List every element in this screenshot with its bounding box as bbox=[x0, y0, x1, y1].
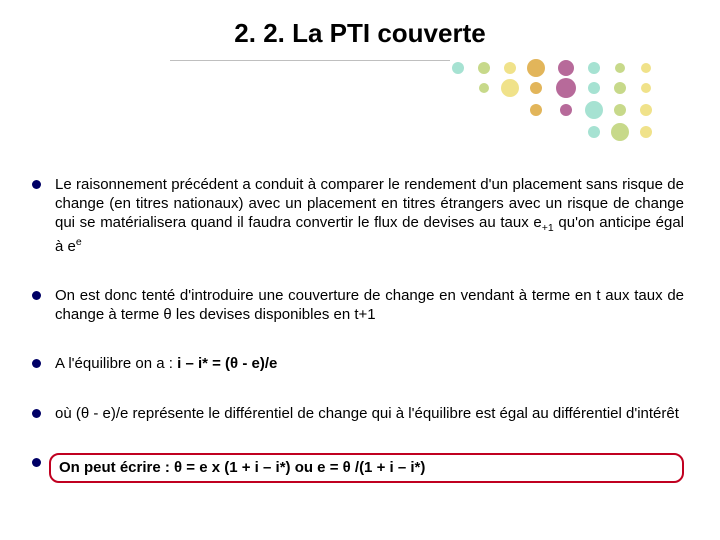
bullet-icon bbox=[32, 180, 41, 189]
decor-dot bbox=[640, 104, 652, 116]
bullet-item: où (θ - e)/e représente le différentiel … bbox=[32, 404, 684, 423]
bullet-text: où (θ - e)/e représente le différentiel … bbox=[55, 404, 684, 423]
bullet-icon bbox=[32, 458, 41, 467]
content-area: Le raisonnement précédent a conduit à co… bbox=[32, 175, 684, 483]
bullet-item: On peut écrire : θ = e x (1 + i – i*) ou… bbox=[32, 453, 684, 483]
bullet-text: A l'équilibre on a : i – i* = (θ - e)/e bbox=[55, 354, 684, 373]
decor-dot bbox=[611, 123, 629, 141]
bullet-text: Le raisonnement précédent a conduit à co… bbox=[55, 175, 684, 256]
decor-dot bbox=[614, 82, 626, 94]
decor-dot bbox=[504, 62, 516, 74]
decor-dot bbox=[558, 60, 574, 76]
decor-dot bbox=[530, 82, 542, 94]
bullet-icon bbox=[32, 409, 41, 418]
title-underline bbox=[170, 60, 450, 61]
decor-dot bbox=[556, 78, 576, 98]
highlight-box: On peut écrire : θ = e x (1 + i – i*) ou… bbox=[49, 453, 684, 483]
bullet-item: A l'équilibre on a : i – i* = (θ - e)/e bbox=[32, 354, 684, 373]
decor-dot bbox=[641, 83, 651, 93]
bullet-icon bbox=[32, 359, 41, 368]
decor-dot bbox=[585, 101, 603, 119]
decor-dot bbox=[560, 104, 572, 116]
decor-dot bbox=[641, 63, 651, 73]
slide-title: 2. 2. La PTI couverte bbox=[234, 18, 485, 49]
bullet-icon bbox=[32, 291, 41, 300]
decor-dot bbox=[452, 62, 464, 74]
decor-dot bbox=[478, 62, 490, 74]
bullet-text: On est donc tenté d'introduire une couve… bbox=[55, 286, 684, 324]
title-area: 2. 2. La PTI couverte bbox=[0, 18, 720, 49]
decor-dot bbox=[640, 126, 652, 138]
decor-dot bbox=[479, 83, 489, 93]
slide-root: { "title": { "text": "2. 2. La PTI couve… bbox=[0, 0, 720, 540]
decor-dot bbox=[614, 104, 626, 116]
decor-dot bbox=[615, 63, 625, 73]
decor-dot bbox=[530, 104, 542, 116]
decor-dot bbox=[501, 79, 519, 97]
decorative-dots bbox=[450, 58, 710, 158]
decor-dot bbox=[527, 59, 545, 77]
bullet-item: Le raisonnement précédent a conduit à co… bbox=[32, 175, 684, 256]
decor-dot bbox=[588, 62, 600, 74]
decor-dot bbox=[588, 126, 600, 138]
decor-dot bbox=[588, 82, 600, 94]
bullet-item: On est donc tenté d'introduire une couve… bbox=[32, 286, 684, 324]
bullet-text: On peut écrire : θ = e x (1 + i – i*) ou… bbox=[55, 453, 684, 483]
